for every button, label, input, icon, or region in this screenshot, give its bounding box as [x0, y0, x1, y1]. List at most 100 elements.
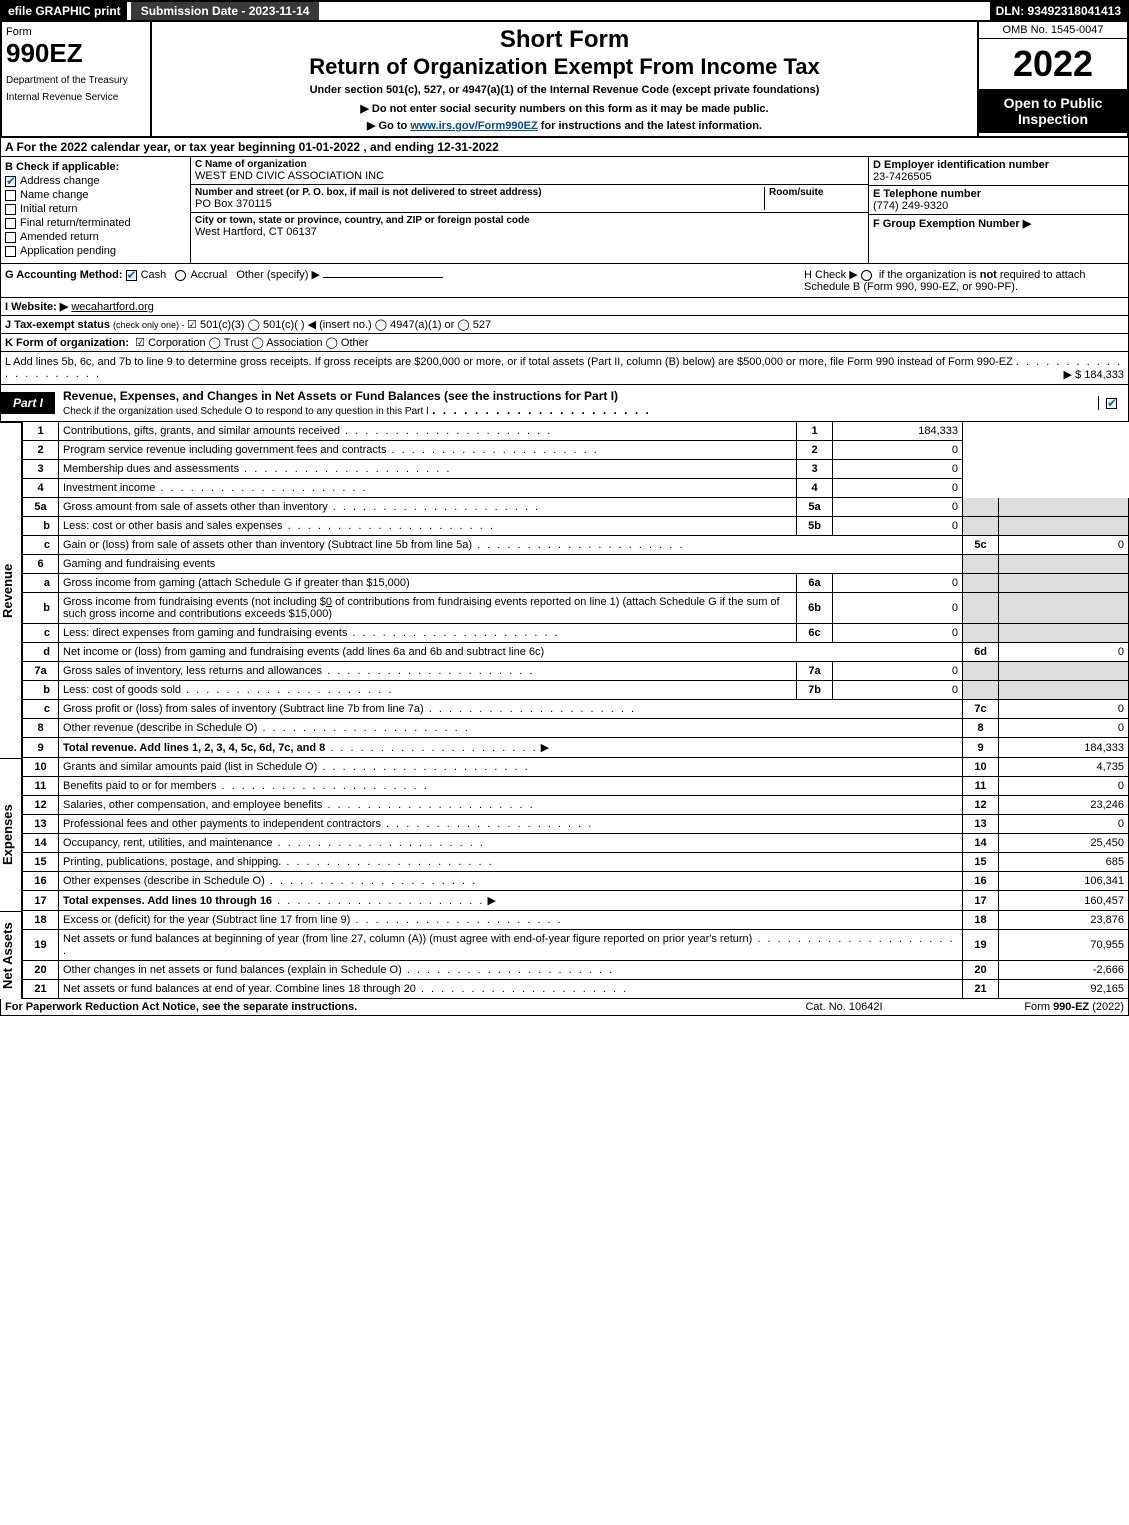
k-label: K Form of organization: — [5, 337, 129, 349]
form-header: Form 990EZ Department of the Treasury In… — [0, 22, 1129, 138]
checkbox-icon — [5, 218, 16, 229]
checkbox-icon — [5, 190, 16, 201]
footer-form: Form 990-EZ (2022) — [944, 1001, 1124, 1013]
f-group: F Group Exemption Number ▶ — [869, 215, 1128, 232]
h-post: if the organization is — [876, 269, 980, 281]
dln: DLN: 93492318041413 — [990, 2, 1127, 20]
row-k-form-org: K Form of organization: ☑ Corporation ◯ … — [0, 334, 1129, 352]
line-val: 184,333 — [833, 422, 963, 441]
row-j-tax-exempt: J Tax-exempt status (check only one) - ☑… — [0, 316, 1129, 334]
j-sub: (check only one) - — [113, 320, 187, 330]
part-1-sub: Check if the organization used Schedule … — [63, 406, 429, 417]
col-b-checkboxes: B Check if applicable: Address change Na… — [1, 157, 191, 263]
g-accounting: G Accounting Method: Cash Accrual Other … — [5, 268, 804, 293]
dots — [340, 425, 552, 437]
submission-date: Submission Date - 2023-11-14 — [131, 2, 320, 20]
chk-application-pending[interactable]: Application pending — [5, 245, 186, 257]
b-label: B Check if applicable: — [5, 161, 186, 173]
d-ein: D Employer identification number 23-7426… — [869, 157, 1128, 186]
efile-label[interactable]: efile GRAPHIC print — [2, 2, 127, 20]
checkbox-icon — [5, 232, 16, 243]
revenue-side-label: Revenue — [0, 422, 22, 758]
revenue-section: Revenue 1Contributions, gifts, grants, a… — [0, 422, 1129, 758]
footer-catno: Cat. No. 10642I — [744, 1001, 944, 1013]
radio-icon[interactable] — [175, 270, 186, 281]
website-value[interactable]: wecahartford.org — [71, 301, 154, 313]
goto-post: for instructions and the latest informat… — [538, 120, 762, 132]
col-def: D Employer identification number 23-7426… — [868, 157, 1128, 263]
checkbox-icon — [5, 176, 16, 187]
block-bcdef: B Check if applicable: Address change Na… — [0, 157, 1129, 264]
netassets-table: 18Excess or (deficit) for the year (Subt… — [22, 911, 1129, 999]
col-c-org-info: C Name of organization WEST END CIVIC AS… — [191, 157, 868, 263]
checkbox-icon — [1106, 398, 1117, 409]
dept-treasury: Department of the Treasury — [6, 75, 146, 86]
line-num: 1 — [23, 422, 59, 441]
row-g-h: G Accounting Method: Cash Accrual Other … — [0, 264, 1129, 298]
chk-initial-return[interactable]: Initial return — [5, 203, 186, 215]
irs-link[interactable]: www.irs.gov/Form990EZ — [410, 120, 537, 132]
c-addr-hdr: Number and street (or P. O. box, if mail… — [195, 187, 764, 198]
l-text: L Add lines 5b, 6c, and 7b to line 9 to … — [5, 356, 1013, 368]
g-other-input[interactable] — [323, 277, 443, 278]
l-amount: ▶ $ 184,333 — [1064, 368, 1124, 381]
header-center: Short Form Return of Organization Exempt… — [152, 22, 977, 136]
j-opts[interactable]: ☑ 501(c)(3) ◯ 501(c)( ) ◀ (insert no.) ◯… — [187, 319, 491, 331]
part-1-tab: Part I — [1, 392, 55, 414]
omb-number: OMB No. 1545-0047 — [979, 22, 1127, 39]
h-not: not — [980, 269, 997, 281]
f-hdr: F Group Exemption Number ▶ — [873, 217, 1124, 230]
dots — [432, 403, 651, 417]
g-cash: Cash — [141, 269, 167, 281]
chk-address-change[interactable]: Address change — [5, 175, 186, 187]
chk-amended[interactable]: Amended return — [5, 231, 186, 243]
header-right: OMB No. 1545-0047 2022 Open to Public In… — [977, 22, 1127, 136]
irs-label: Internal Revenue Service — [6, 92, 146, 103]
e-hdr: E Telephone number — [873, 188, 1124, 200]
form-number: 990EZ — [6, 38, 146, 69]
ssn-warning: ▶ Do not enter social security numbers o… — [160, 102, 969, 115]
row-a-calendar-year: A For the 2022 calendar year, or tax yea… — [0, 138, 1129, 157]
c-name-hdr: C Name of organization — [195, 159, 864, 170]
page-footer: For Paperwork Reduction Act Notice, see … — [0, 999, 1129, 1016]
goto-instructions: ▶ Go to www.irs.gov/Form990EZ for instru… — [160, 119, 969, 132]
org-city: West Hartford, CT 06137 — [195, 226, 864, 238]
h-schedule-b: H Check ▶ if the organization is not req… — [804, 268, 1124, 293]
j-label: J Tax-exempt status — [5, 319, 110, 331]
g-accrual: Accrual — [190, 269, 227, 281]
room-hdr: Room/suite — [769, 187, 864, 198]
part-1-title: Revenue, Expenses, and Changes in Net As… — [55, 385, 1098, 421]
d-hdr: D Employer identification number — [873, 159, 1124, 171]
header-left: Form 990EZ Department of the Treasury In… — [2, 22, 152, 136]
checkbox-icon — [5, 204, 16, 215]
goto-pre: ▶ Go to — [367, 120, 410, 132]
netassets-side-label: Net Assets — [0, 911, 22, 999]
checkbox-icon[interactable] — [126, 270, 137, 281]
chk-final-return[interactable]: Final return/terminated — [5, 217, 186, 229]
part-1-check[interactable] — [1098, 396, 1128, 410]
arrow-icon — [538, 742, 550, 754]
k-opts[interactable]: ☑ Corporation ◯ Trust ◯ Association ◯ Ot… — [135, 337, 368, 349]
expenses-section: Expenses 10Grants and similar amounts pa… — [0, 758, 1129, 911]
under-section: Under section 501(c), 527, or 4947(a)(1)… — [160, 84, 969, 96]
revenue-table: 1Contributions, gifts, grants, and simil… — [22, 422, 1129, 758]
expenses-table: 10Grants and similar amounts paid (list … — [22, 758, 1129, 911]
line-rn: 1 — [797, 422, 833, 441]
org-name: WEST END CIVIC ASSOCIATION INC — [195, 170, 864, 182]
c-name-cell: C Name of organization WEST END CIVIC AS… — [191, 157, 868, 185]
arrow-icon — [484, 895, 496, 907]
c-city-hdr: City or town, state or province, country… — [195, 215, 864, 226]
chk-name-change[interactable]: Name change — [5, 189, 186, 201]
radio-icon[interactable] — [861, 270, 872, 281]
part-1-header: Part I Revenue, Expenses, and Changes in… — [0, 385, 1129, 422]
h-pre: H Check ▶ — [804, 269, 861, 281]
row-l-gross-receipts: L Add lines 5b, 6c, and 7b to line 9 to … — [0, 352, 1129, 385]
c-addr-cell: Number and street (or P. O. box, if mail… — [191, 185, 868, 213]
return-title: Return of Organization Exempt From Incom… — [160, 54, 969, 80]
e-phone: E Telephone number (774) 249-9320 — [869, 186, 1128, 215]
footer-notice: For Paperwork Reduction Act Notice, see … — [5, 1001, 744, 1013]
g-label: G Accounting Method: — [5, 269, 123, 281]
form-word: Form — [6, 26, 146, 38]
tax-year: 2022 — [979, 39, 1127, 89]
c-city-cell: City or town, state or province, country… — [191, 213, 868, 240]
